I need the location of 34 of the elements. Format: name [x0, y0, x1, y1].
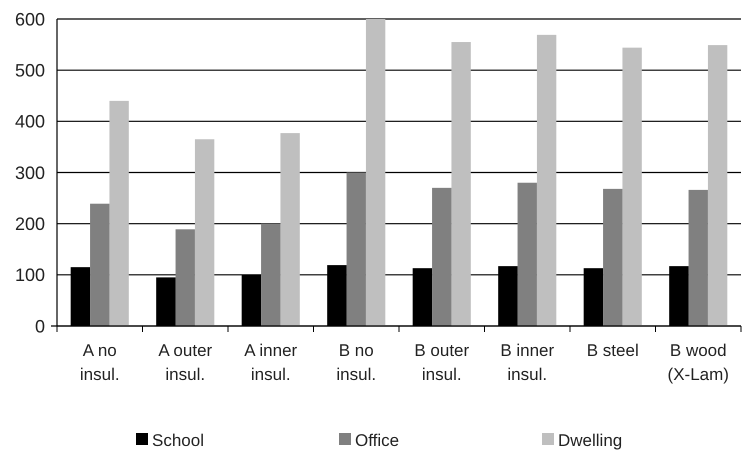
legend-label: School: [152, 430, 204, 450]
legend-label: Office: [355, 430, 400, 450]
y-tick-label: 500: [14, 60, 45, 80]
bar: [346, 172, 366, 326]
bar: [432, 188, 452, 326]
y-tick-label: 0: [34, 316, 45, 336]
x-tick-label: B wood (X-Lam): [668, 341, 729, 384]
x-tick-label: A outer insul.: [158, 341, 213, 384]
bar: [603, 188, 622, 326]
bar: [622, 48, 642, 326]
x-tick-label: B no insul.: [336, 341, 376, 384]
y-tick-label: 200: [14, 214, 45, 234]
y-tick-label: 600: [14, 9, 45, 30]
bar: [176, 229, 195, 326]
bar: [536, 34, 556, 326]
bar: [280, 133, 300, 326]
y-tick-label: 300: [14, 162, 45, 183]
bar: [518, 182, 537, 326]
bar: [90, 204, 110, 326]
bar: [109, 100, 129, 326]
x-tick-label: B outer insul.: [414, 341, 470, 384]
bar: [688, 190, 708, 326]
bar: [366, 19, 386, 326]
y-tick-label: 100: [14, 265, 45, 286]
x-tick-label: A inner insul.: [244, 341, 298, 384]
x-tick-label: A no insul.: [80, 341, 120, 384]
bar: [451, 42, 471, 326]
y-tick-label: 400: [14, 112, 45, 132]
bar: [708, 45, 728, 326]
x-tick-label: B steel: [586, 341, 639, 360]
x-tick-label: B inner insul.: [500, 341, 555, 384]
legend-label: Dwelling: [558, 430, 622, 450]
bar: [194, 139, 214, 326]
bar: [261, 224, 280, 326]
